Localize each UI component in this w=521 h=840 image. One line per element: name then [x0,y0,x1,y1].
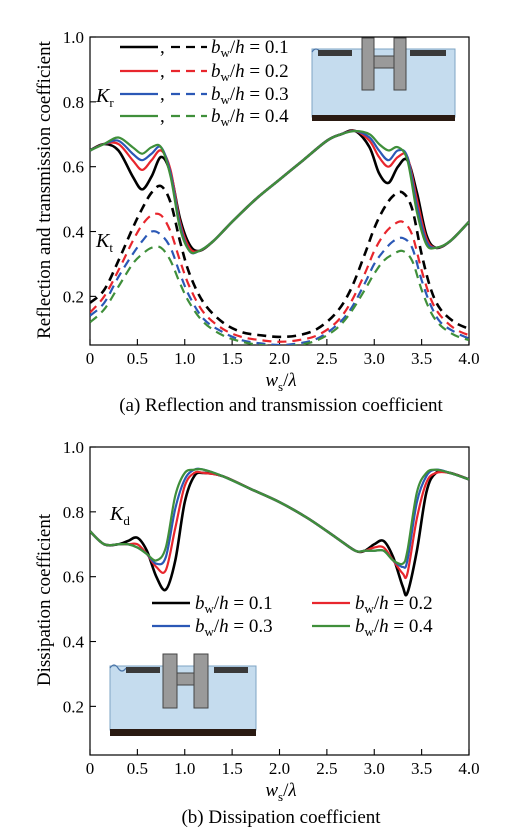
legend-b-label-1: bw/h = 0.2 [355,593,433,616]
schematic-wall-left [361,37,375,91]
schematic-plate-right [214,667,248,673]
legend-b-label-2: bw/h = 0.3 [195,616,273,639]
legend-b-label-0: bw/h = 0.1 [195,593,273,616]
legend-a-label-1: bw/h = 0.2 [211,61,289,84]
chart-b-xtick-label: 1.5 [222,759,243,778]
legend-a-label-2: bw/h = 0.3 [211,84,289,107]
chart-b-ytick-label: 0.6 [63,568,84,587]
chart-b-ylabel: Dissipation coefficient [34,513,55,686]
chart-a-series [90,129,469,345]
chart-a-xtick-label: 2.0 [269,349,290,368]
schematic-wave [109,664,127,672]
chart-b-xtick-label: 0 [86,759,95,778]
legend-a-label-0: bw/h = 0.1 [211,37,289,60]
chart-b-legend: bw/h = 0.1 bw/h = 0.2 bw/h = 0.3 bw/h = … [152,593,433,639]
chart-b-ticks [89,446,470,755]
annotation-kr: Kr [95,85,114,110]
legend-a-label-3: bw/h = 0.4 [211,106,289,129]
chart-b-xtick-label: 3.5 [411,759,432,778]
chart-b-xtick-label: 1.0 [174,759,195,778]
chart-b-ytick-label: 0.2 [63,697,84,716]
chart-a-series-4 [90,184,469,339]
chart-a-xtick-label: 0 [86,349,95,368]
chart-b-xtick-label: 3.0 [364,759,385,778]
chart-a-xtick-label: 0.5 [127,349,148,368]
chart-a-ytick-label: 0.2 [63,287,84,306]
chart-a-xtick-label: 1.0 [174,349,195,368]
chart-b-xlabel: ws/λ [265,780,296,804]
chart-a-xlabel: ws/λ [265,370,296,394]
annotation-kd: Kd [109,503,130,528]
chart-a-ylabel: Reflection and transmission coefficient [34,40,55,338]
legend-a-comma-1: , [160,61,165,82]
chart-a-xtick-label: 4.0 [458,349,479,368]
caption-b: (b) Dissipation coefficient [181,807,381,828]
chart-a-legend: , , , , bw/h = 0.1 bw/h = 0.2 bw/h = 0.3… [120,37,289,129]
chart-a-tick-labels: 0 0.5 1.0 1.5 2.0 2.5 3.0 3.5 4.0 0.2 0.4 0.6 0.8 1.0 [63,28,480,368]
legend-a-comma-2: , [160,84,165,105]
chart-b-series-3 [90,467,469,566]
schematic-wall-right [193,653,209,709]
schematic-plate-left [318,50,352,56]
legend-a-comma-0: , [160,37,165,58]
chart-a-xtick-label: 3.0 [364,349,385,368]
chart-a-ytick-label: 0.8 [63,93,84,112]
schematic-seabed [312,115,455,121]
schematic-wall-right [393,37,407,91]
chart-b-ytick-label: 0.8 [63,503,84,522]
chart-b-ytick-label: 1.0 [63,438,84,457]
schematic-plate-right [410,50,446,56]
schematic-connector [373,55,395,69]
schematic-plate-left [126,667,160,673]
legend-b-label-3: bw/h = 0.4 [355,616,433,639]
chart-a-series-5 [90,212,469,343]
chart-b: 0 0.5 1.0 1.5 2.0 2.5 3.0 3.5 4.0 0.2 0.4 0.6 0.8 1.0… [34,438,480,828]
chart-b-series [90,467,469,597]
chart-a-xtick-label: 3.5 [411,349,432,368]
chart-a-series-6 [90,230,469,345]
chart-b-xtick-label: 0.5 [127,759,148,778]
chart-b-xtick-label: 2.5 [316,759,337,778]
chart-a-series-2 [90,129,469,255]
chart-b-xtick-label: 2.0 [269,759,290,778]
chart-a: 0 0.5 1.0 1.5 2.0 2.5 3.0 3.5 4.0 0.2 0.4 0.6 0.8 1.0… [34,28,480,416]
chart-a-schematic [311,37,456,121]
legend-a-comma-3: , [160,106,165,127]
schematic-seabed [110,729,256,736]
chart-a-ytick-label: 0.6 [63,158,84,177]
chart-a-series-3 [90,129,469,255]
chart-a-ytick-label: 1.0 [63,28,84,47]
chart-b-xtick-label: 4.0 [458,759,479,778]
chart-b-tick-labels: 0 0.5 1.0 1.5 2.0 2.5 3.0 3.5 4.0 0.2 0.4 0.6 0.8 1.0 [63,438,480,778]
schematic-wall-left [162,653,178,709]
annotation-kt: Kt [95,230,113,255]
chart-a-xtick-label: 1.5 [222,349,243,368]
caption-a: (a) Reflection and transmission coeffici… [119,395,443,416]
chart-a-series-7 [90,245,469,345]
chart-b-ytick-label: 0.4 [63,633,85,652]
schematic-connector [176,672,195,686]
chart-a-ytick-label: 0.4 [63,223,85,242]
chart-a-xtick-label: 2.5 [316,349,337,368]
chart-b-schematic [109,653,257,736]
